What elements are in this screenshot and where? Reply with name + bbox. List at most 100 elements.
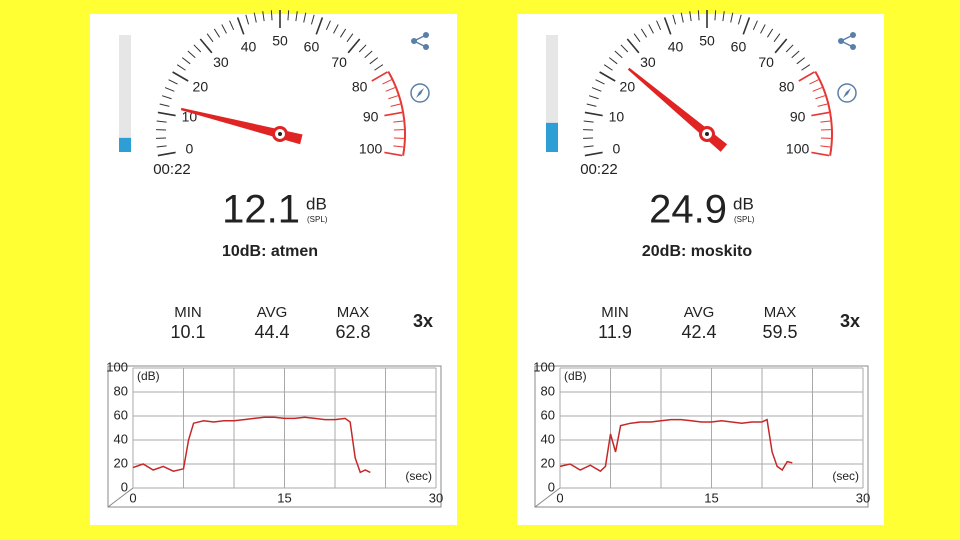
gauge-label: 40 bbox=[668, 38, 684, 54]
x-tick-label: 15 bbox=[277, 490, 291, 505]
gauge-minor-tick bbox=[791, 50, 800, 59]
share-button[interactable] bbox=[838, 32, 856, 50]
speed-button[interactable]: 3x bbox=[840, 311, 860, 331]
gauge-tick bbox=[157, 111, 176, 117]
speed-button[interactable]: 3x bbox=[413, 311, 433, 331]
y-tick-label: 40 bbox=[541, 431, 555, 446]
stat-value: 42.4 bbox=[681, 322, 716, 342]
stat-value: 11.9 bbox=[598, 322, 632, 342]
gauge-red-arc bbox=[814, 71, 833, 156]
measurement-label: 10dB: atmen bbox=[222, 243, 318, 260]
gauge-minor-tick bbox=[656, 20, 662, 31]
gauge-tick bbox=[371, 71, 388, 82]
compass-button[interactable] bbox=[410, 83, 430, 103]
y-axis-label: (dB) bbox=[137, 369, 160, 383]
gauge-minor-tick bbox=[648, 24, 654, 34]
gauge-minor-tick bbox=[388, 95, 399, 100]
x-tick-label: 0 bbox=[556, 490, 563, 505]
gauge-tick bbox=[798, 71, 815, 82]
gauge-minor-tick bbox=[595, 79, 605, 85]
gauge-label: 80 bbox=[352, 79, 368, 95]
compass-button[interactable] bbox=[837, 83, 857, 103]
gauge-tick bbox=[584, 151, 603, 157]
y-tick-label: 60 bbox=[114, 407, 128, 422]
gauge-label: 20 bbox=[193, 79, 209, 95]
compass-needle bbox=[416, 88, 424, 98]
gauge-minor-tick bbox=[390, 103, 401, 107]
gauge-minor-tick bbox=[815, 95, 826, 100]
y-tick-label: 40 bbox=[114, 431, 128, 446]
share-button[interactable] bbox=[411, 32, 429, 50]
gauge-minor-tick bbox=[820, 120, 831, 123]
gauge-label: 30 bbox=[640, 54, 656, 70]
chart-frame bbox=[107, 365, 442, 508]
gauge-minor-tick bbox=[181, 57, 191, 65]
gauge-minor-tick bbox=[752, 20, 758, 31]
x-tick-label: 30 bbox=[856, 490, 870, 505]
gauge-minor-tick bbox=[722, 11, 725, 22]
share-lines bbox=[412, 34, 427, 48]
gauge-label: 10 bbox=[609, 109, 625, 125]
gauge-minor-tick bbox=[714, 10, 717, 21]
needle-pivot-dot bbox=[278, 132, 282, 136]
y-tick-label: 80 bbox=[114, 383, 128, 398]
gauge-minor-tick bbox=[270, 10, 273, 21]
chart-corner bbox=[534, 487, 561, 508]
gauge-label: 0 bbox=[612, 141, 620, 157]
gauge-label: 0 bbox=[185, 141, 193, 157]
needle-pivot-dot bbox=[705, 132, 709, 136]
reading-unit-sub: (SPL) bbox=[734, 215, 755, 224]
gauge-minor-tick bbox=[325, 20, 331, 31]
gauge-minor-tick bbox=[168, 79, 178, 85]
compass-ring bbox=[410, 83, 430, 103]
gauge-label: 50 bbox=[699, 33, 715, 49]
chart-corner bbox=[107, 487, 134, 508]
gauge-minor-tick bbox=[156, 145, 167, 148]
gauge-label: 20 bbox=[620, 79, 636, 95]
x-axis-label: (sec) bbox=[405, 469, 432, 483]
gauge-minor-tick bbox=[608, 57, 618, 65]
gauge-minor-tick bbox=[156, 120, 167, 123]
gauge-minor-tick bbox=[820, 145, 831, 148]
y-tick-label: 100 bbox=[533, 359, 555, 374]
gauge-label: 50 bbox=[272, 33, 288, 49]
gauge-minor-tick bbox=[339, 28, 347, 38]
gauge-minor-tick bbox=[262, 11, 265, 22]
gauge-minor-tick bbox=[213, 28, 221, 38]
gauge-tick bbox=[347, 38, 361, 54]
share-lines bbox=[839, 34, 854, 48]
stat-value: 10.1 bbox=[170, 322, 205, 342]
gauge-minor-tick bbox=[633, 33, 641, 43]
y-tick-label: 80 bbox=[541, 383, 555, 398]
gauge-minor-tick bbox=[303, 12, 307, 23]
gauge-label: 60 bbox=[731, 38, 747, 54]
gauge-tick bbox=[774, 38, 788, 54]
gauge-minor-tick bbox=[382, 79, 392, 85]
gauge-label: 40 bbox=[241, 38, 257, 54]
gauge-minor-tick bbox=[583, 120, 594, 123]
gauge-minor-tick bbox=[374, 64, 384, 71]
stat-value: 44.4 bbox=[254, 322, 289, 342]
x-tick-label: 30 bbox=[429, 490, 443, 505]
x-tick-label: 15 bbox=[704, 490, 718, 505]
gauge-label: 100 bbox=[359, 141, 383, 157]
gauge-minor-tick bbox=[672, 14, 677, 25]
gauge-label: 90 bbox=[790, 109, 806, 125]
gauge-minor-tick bbox=[697, 10, 700, 21]
level-line bbox=[132, 416, 371, 474]
reading-unit-sub: (SPL) bbox=[307, 215, 328, 224]
gauge-tick bbox=[315, 17, 324, 35]
gauge-tick bbox=[199, 38, 213, 54]
gauge-minor-tick bbox=[614, 50, 623, 59]
level-track bbox=[546, 35, 558, 152]
reading-value: 12.1 bbox=[222, 188, 300, 232]
gauge-minor-tick bbox=[176, 64, 186, 71]
measurement-label: 20dB: moskito bbox=[642, 243, 752, 260]
gauge-minor-tick bbox=[766, 28, 774, 38]
gauge-minor-tick bbox=[603, 64, 613, 71]
gauge-minor-tick bbox=[588, 95, 599, 100]
y-tick-label: 60 bbox=[541, 407, 555, 422]
